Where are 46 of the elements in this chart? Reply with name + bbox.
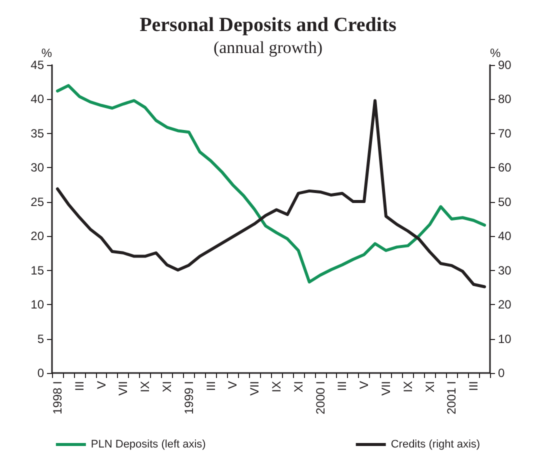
y2-tick-label: 60 (498, 160, 512, 175)
legend-label: PLN Deposits (left axis) (90, 438, 206, 450)
x-tick-label: 2001 I (444, 381, 459, 414)
y-tick-label: 25 (30, 194, 44, 209)
y-tick-label: 35 (30, 126, 44, 140)
x-tick-label: XI (160, 381, 174, 392)
y2-tick-label: 70 (498, 126, 512, 140)
y2-axis-title: % (490, 46, 501, 60)
y-tick-label: 0 (37, 366, 44, 380)
x-tick-label: III (466, 381, 481, 392)
x-tick-label: XI (422, 381, 437, 392)
y2-tick-label: 10 (498, 332, 512, 346)
y-tick-label: 30 (30, 160, 44, 175)
x-tick-label: XI (291, 381, 306, 392)
x-tick-label: VII (116, 381, 130, 396)
y2-tick-label: 50 (498, 194, 512, 209)
x-tick-label: VII (248, 381, 262, 396)
y2-tick-label: 30 (498, 263, 512, 278)
y-tick-label: 45 (30, 58, 44, 72)
x-tick-label: III (335, 381, 350, 392)
y2-tick-label: 20 (498, 298, 512, 312)
x-tick-label: V (357, 381, 372, 390)
chart-title: Personal Deposits and Credits (140, 14, 397, 36)
x-tick-label: III (204, 381, 218, 392)
y-tick-label: 40 (30, 92, 44, 106)
x-tick-label: IX (269, 381, 284, 392)
legend-label: Credits (right axis) (390, 438, 480, 450)
y-axis-title: % (41, 46, 52, 60)
x-tick-label: 2000 I (313, 381, 328, 414)
y-tick-label: 10 (30, 298, 44, 312)
x-tick-label: III (72, 381, 86, 392)
y-tick-label: 15 (30, 263, 44, 278)
x-tick-label: IX (138, 381, 152, 392)
x-tick-label: IX (400, 381, 415, 392)
x-tick-label: VII (378, 381, 393, 396)
y2-tick-label: 40 (498, 229, 512, 244)
y-tick-label: 20 (30, 229, 44, 244)
x-tick-label: 1999 I (182, 381, 196, 414)
x-tick-label: 1998 I (50, 381, 64, 414)
y2-tick-label: 80 (498, 92, 512, 106)
y-tick-label: 5 (37, 332, 44, 346)
x-tick-label: V (226, 381, 240, 390)
chart-subtitle: (annual growth) (213, 38, 323, 57)
y2-tick-label: 90 (498, 58, 512, 72)
x-tick-label: V (94, 381, 108, 390)
y2-tick-label: 0 (498, 366, 505, 380)
